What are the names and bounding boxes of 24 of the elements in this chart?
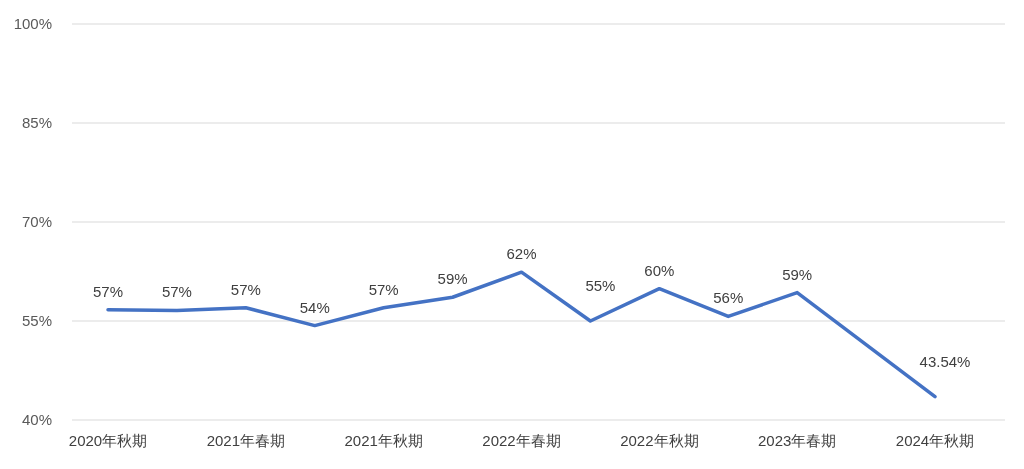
data-label: 62% (506, 245, 537, 263)
x-tick-label: 2021年秋期 (344, 432, 423, 449)
x-tick-label: 2021年春期 (206, 432, 286, 449)
y-tick-label: 85% (21, 114, 52, 132)
data-label: 57% (92, 282, 124, 300)
x-tick-label: 2023年春期 (757, 432, 837, 449)
data-label: 59% (437, 270, 468, 288)
data-label: 54% (299, 298, 330, 316)
data-label: 57% (368, 280, 399, 298)
x-tick-label: 2020年秋期 (68, 432, 148, 449)
x-tick-label: 2024年秋期 (895, 432, 975, 449)
data-label: 55% (585, 277, 616, 294)
x-tick-label: 2022年春期 (482, 432, 561, 449)
y-tick-label: 40% (21, 411, 52, 429)
data-label: 57% (161, 283, 192, 301)
data-label: 56% (713, 289, 744, 307)
data-label: 60% (644, 261, 675, 279)
y-tick-label: 100% (13, 15, 52, 33)
y-tick-label: 55% (21, 312, 52, 330)
data-label: 59% (782, 265, 813, 283)
data-label: 43.54% (919, 352, 971, 370)
data-label: 57% (230, 280, 261, 298)
y-tick-label: 70% (21, 213, 52, 231)
x-tick-label: 2022年秋期 (620, 432, 699, 449)
